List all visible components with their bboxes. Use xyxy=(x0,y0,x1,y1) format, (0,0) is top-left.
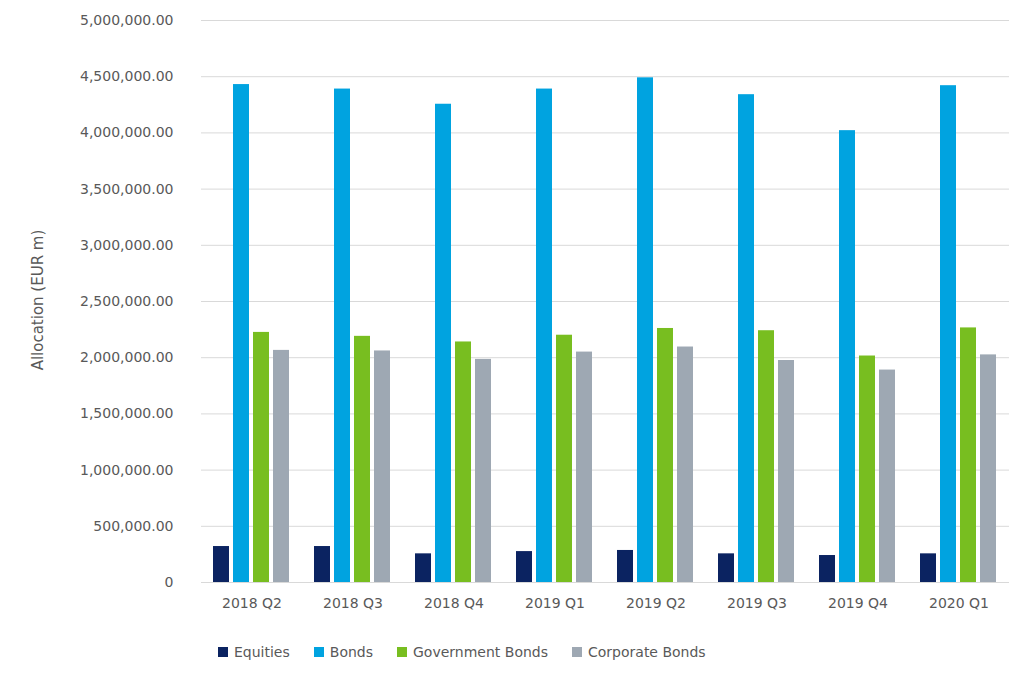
html-text:Government Bonds: Government Bonds xyxy=(413,644,548,660)
html-text:Corporate Bonds: Corporate Bonds xyxy=(588,644,706,660)
svg-text:2018 Q3: 2018 Q3 xyxy=(323,595,383,611)
svg-text:3,500,000.00: 3,500,000.00 xyxy=(80,181,174,197)
svg-text:2018 Q2: 2018 Q2 xyxy=(222,595,282,611)
svg-text:2,000,000.00: 2,000,000.00 xyxy=(80,349,174,365)
html-text:Bonds: Bonds xyxy=(329,644,373,660)
html-text:Allocation (EUR m): Allocation (EUR m) xyxy=(29,229,47,371)
svg-text:1,000,000.00: 1,000,000.00 xyxy=(80,462,174,478)
svg-text:2018 Q4: 2018 Q4 xyxy=(424,595,484,611)
svg-text:1,500,000.00: 1,500,000.00 xyxy=(80,405,174,421)
svg-text:2019 Q4: 2019 Q4 xyxy=(828,595,888,611)
svg-text:4,000,000.00: 4,000,000.00 xyxy=(80,124,174,140)
svg-text:4,500,000.00: 4,500,000.00 xyxy=(80,68,174,84)
svg-text:5,000,000.00: 5,000,000.00 xyxy=(80,12,174,28)
svg-text:2019 Q3: 2019 Q3 xyxy=(727,595,787,611)
svg-text:3,000,000.00: 3,000,000.00 xyxy=(80,237,174,253)
svg-text:0: 0 xyxy=(165,574,174,590)
svg-text:2020 Q1: 2020 Q1 xyxy=(929,595,989,611)
svg-text:2019 Q2: 2019 Q2 xyxy=(626,595,686,611)
html-text:Equities: Equities xyxy=(234,644,290,660)
svg-text:2019 Q1: 2019 Q1 xyxy=(525,595,585,611)
svg-text:2,500,000.00: 2,500,000.00 xyxy=(80,293,174,309)
svg-text:500,000.00: 500,000.00 xyxy=(93,518,173,534)
